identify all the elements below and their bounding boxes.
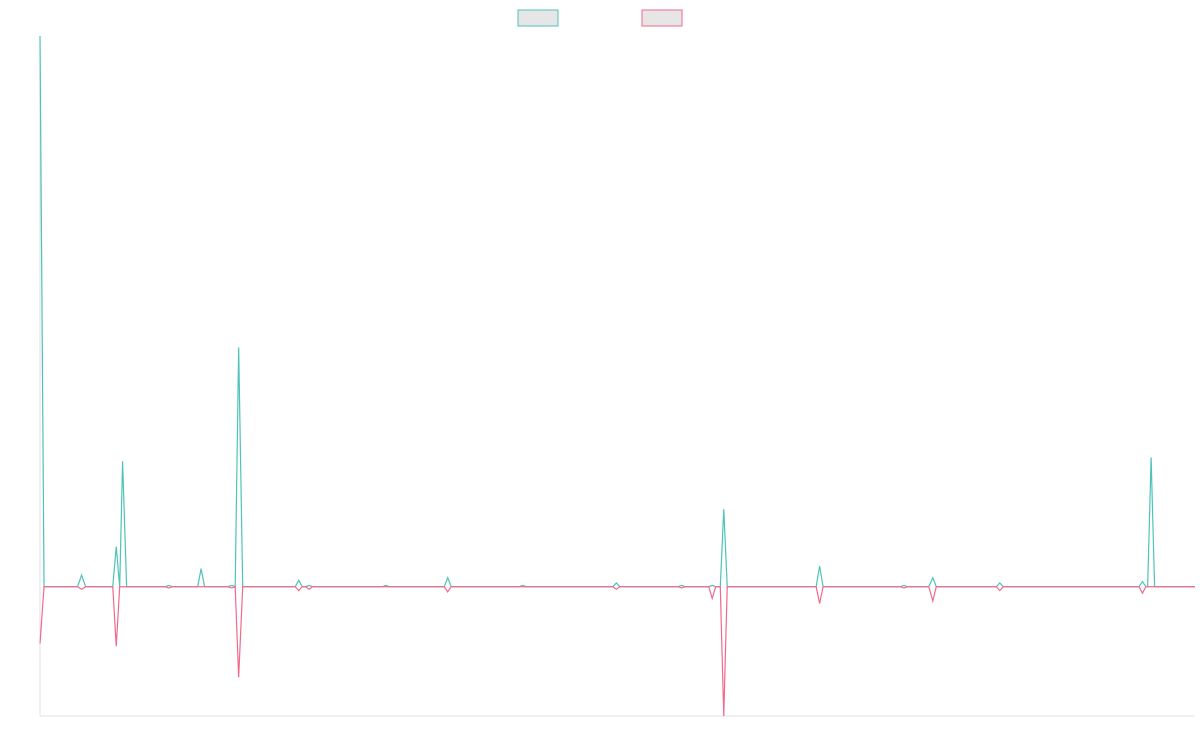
axes bbox=[39, 36, 1195, 717]
plot-area bbox=[39, 35, 1195, 717]
legend-swatch-1[interactable] bbox=[517, 9, 559, 27]
legend bbox=[517, 9, 683, 27]
series-line-1 bbox=[39, 35, 1195, 588]
series-line-2 bbox=[39, 585, 1195, 717]
legend-swatch-2[interactable] bbox=[641, 9, 683, 27]
